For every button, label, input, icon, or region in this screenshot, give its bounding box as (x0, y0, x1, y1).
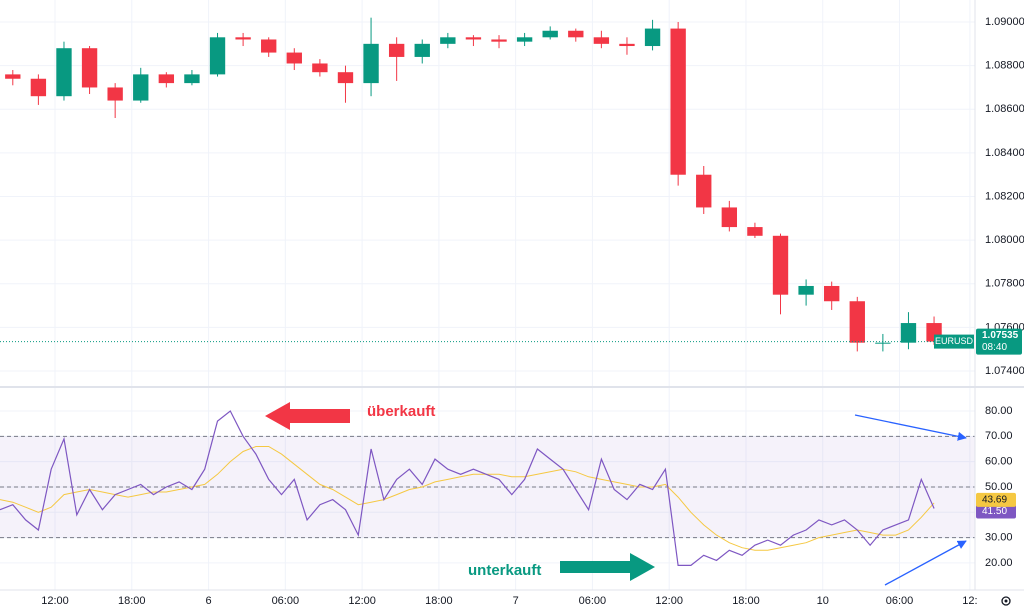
annotation: überkauft (367, 403, 435, 420)
x-tick-label: 12:00 (41, 595, 69, 607)
candle-body (542, 30, 558, 38)
annotation: unterkauft (468, 562, 541, 579)
candle-body (261, 39, 277, 53)
value-badge (976, 504, 1016, 519)
y-tick-label: 1.08600 (985, 103, 1024, 115)
y-tick-label: 70.00 (985, 430, 1013, 442)
countdown-label: 08:40 (982, 342, 1007, 353)
last-price-badge (976, 328, 1022, 355)
candle-body (312, 63, 328, 73)
symbol-label: EURUSD (935, 336, 974, 346)
x-tick-label: 18:00 (732, 595, 760, 607)
candle-body (133, 74, 149, 101)
y-tick-label: 80.00 (985, 405, 1013, 417)
candle-body (516, 37, 533, 42)
last-price-label: 1.07535 (982, 330, 1019, 341)
y-tick-label: 30.00 (985, 532, 1013, 544)
trend-arrow (884, 540, 967, 586)
candle-body (644, 28, 661, 47)
trend-arrow (854, 414, 967, 441)
candle-body (414, 43, 430, 57)
candle-body (593, 37, 610, 44)
candle-body (30, 78, 47, 97)
candle-body (363, 43, 379, 84)
x-tick-label: 12: (962, 595, 977, 607)
candle-body (158, 74, 175, 84)
candle-body (619, 43, 635, 47)
candle-body (798, 285, 814, 295)
x-tick-label: 12:00 (348, 595, 376, 607)
y-tick-label: 1.09000 (985, 16, 1024, 28)
candle-body (721, 207, 738, 228)
candle-body (388, 43, 405, 57)
settings-icon[interactable] (1001, 596, 1011, 606)
candle-body (465, 37, 482, 40)
y-tick-label: 1.08000 (985, 234, 1024, 246)
x-tick-label: 6 (206, 595, 212, 607)
indicator-line (0, 410, 935, 566)
candle-body (824, 285, 840, 302)
candle-body (568, 30, 584, 38)
symbol-badge (934, 334, 974, 349)
y-tick-label: 60.00 (985, 456, 1013, 468)
value-badge (976, 492, 1016, 507)
indicator-line (0, 446, 935, 551)
x-tick-label: 06:00 (886, 595, 914, 607)
x-tick-label: 12:00 (655, 595, 683, 607)
candle-body (747, 227, 763, 236)
plot (0, 17, 975, 566)
candle-body (337, 72, 354, 84)
x-tick-label: 06:00 (579, 595, 607, 607)
value-badge-label: 41.50 (982, 506, 1007, 517)
candle-body (491, 39, 507, 42)
candle-body (5, 74, 21, 79)
candle-body (184, 74, 200, 84)
candle-body (107, 87, 123, 101)
candle-body (440, 37, 456, 44)
y-tick-label: 50.00 (985, 481, 1013, 493)
candle-body (900, 323, 917, 343)
y-tick-label: 1.08400 (985, 147, 1024, 159)
y-tick-label: 1.07800 (985, 278, 1024, 290)
candle-body (696, 174, 712, 208)
candle-body (875, 342, 891, 344)
candle-body (235, 37, 251, 40)
x-tick-label: 06:00 (272, 595, 300, 607)
x-tick-label: 18:00 (425, 595, 453, 607)
value-badge-label: 43.69 (982, 495, 1007, 506)
candle-body (286, 52, 302, 64)
y-tick-label: 20.00 (985, 557, 1013, 569)
x-tick-label: 18:00 (118, 595, 146, 607)
x-tick-label: 7 (513, 595, 519, 607)
overbought-arrow (265, 402, 350, 430)
y-tick-label: 1.07400 (985, 365, 1024, 377)
candle-body (849, 301, 865, 343)
candle-body (209, 37, 226, 75)
candle-body (772, 235, 789, 295)
candle-body (56, 48, 72, 97)
candle-body (670, 28, 686, 175)
x-tick-label: 10 (817, 595, 829, 607)
oversold-arrow (560, 553, 655, 581)
y-tick-label: 1.08800 (985, 60, 1024, 72)
candle-body (81, 48, 98, 88)
y-tick-label: 1.08200 (985, 190, 1024, 202)
